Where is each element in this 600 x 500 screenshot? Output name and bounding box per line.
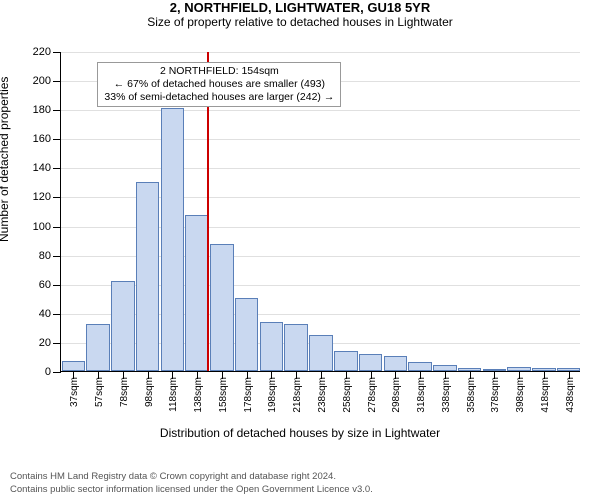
- histogram-bar: [136, 182, 160, 371]
- y-tick-label: 180: [33, 104, 61, 116]
- y-tick-label: 140: [33, 162, 61, 174]
- gridline: [61, 139, 580, 140]
- annotation-line-2: ← 67% of detached houses are smaller (49…: [104, 78, 334, 91]
- histogram-bar: [384, 356, 408, 371]
- footnote-line-1: Contains HM Land Registry data © Crown c…: [10, 471, 373, 483]
- x-tick-label: 138sqm: [193, 377, 204, 413]
- y-tick-label: 160: [33, 133, 61, 145]
- histogram-bar: [62, 361, 86, 371]
- x-tick-label: 398sqm: [515, 377, 526, 413]
- x-tick-label: 78sqm: [119, 377, 130, 407]
- footnote-line-2: Contains public sector information licen…: [10, 484, 373, 496]
- y-tick-label: 0: [45, 366, 61, 378]
- histogram-bar: [284, 324, 308, 371]
- x-axis-label: Distribution of detached houses by size …: [0, 426, 600, 440]
- y-tick-label: 200: [33, 75, 61, 87]
- histogram-bar: [210, 244, 234, 371]
- annotation-line-1: 2 NORTHFIELD: 154sqm: [104, 65, 334, 78]
- histogram-bar: [260, 322, 284, 371]
- x-tick-label: 198sqm: [267, 377, 278, 413]
- y-axis-label: Number of detached properties: [0, 77, 11, 242]
- x-tick-label: 57sqm: [94, 377, 105, 407]
- x-tick-label: 438sqm: [565, 377, 576, 413]
- histogram-bar: [235, 298, 259, 371]
- gridline: [61, 110, 580, 111]
- y-tick-label: 40: [39, 308, 61, 320]
- x-tick-label: 118sqm: [168, 377, 179, 412]
- x-tick-label: 218sqm: [292, 377, 303, 413]
- footnote: Contains HM Land Registry data © Crown c…: [10, 471, 373, 496]
- y-tick-label: 100: [33, 221, 61, 233]
- x-tick-label: 158sqm: [218, 377, 229, 413]
- page-subtitle: Size of property relative to detached ho…: [0, 15, 600, 29]
- x-tick-label: 278sqm: [367, 377, 378, 413]
- y-tick-label: 220: [33, 46, 61, 58]
- x-tick-label: 418sqm: [540, 377, 551, 413]
- x-tick-label: 178sqm: [243, 377, 254, 413]
- chart-container: Number of detached properties 0204060801…: [0, 42, 600, 442]
- x-tick-label: 298sqm: [391, 377, 402, 413]
- histogram-bar: [408, 362, 432, 371]
- annotation-line-3: 33% of semi-detached houses are larger (…: [104, 91, 334, 104]
- x-tick-label: 378sqm: [490, 377, 501, 413]
- y-tick-label: 20: [39, 337, 61, 349]
- y-tick-label: 60: [39, 279, 61, 291]
- x-tick-label: 37sqm: [69, 377, 80, 407]
- histogram-bar: [161, 108, 185, 371]
- annotation-box: 2 NORTHFIELD: 154sqm ← 67% of detached h…: [97, 62, 341, 107]
- histogram-bar: [185, 215, 209, 371]
- histogram-bar: [309, 335, 333, 371]
- x-tick-label: 358sqm: [466, 377, 477, 413]
- y-tick-label: 80: [39, 250, 61, 262]
- histogram-bar: [111, 281, 135, 371]
- page-title: 2, NORTHFIELD, LIGHTWATER, GU18 5YR: [0, 0, 600, 15]
- x-tick-label: 98sqm: [144, 377, 155, 407]
- x-tick-label: 258sqm: [342, 377, 353, 413]
- gridline: [61, 52, 580, 53]
- histogram-bar: [359, 354, 383, 371]
- plot-area: 02040608010012014016018020022037sqm57sqm…: [60, 52, 580, 372]
- x-tick-label: 238sqm: [317, 377, 328, 413]
- x-tick-label: 338sqm: [441, 377, 452, 413]
- gridline: [61, 168, 580, 169]
- y-tick-label: 120: [33, 191, 61, 203]
- histogram-bar: [86, 324, 110, 371]
- x-tick-label: 318sqm: [416, 377, 427, 413]
- histogram-bar: [334, 351, 358, 371]
